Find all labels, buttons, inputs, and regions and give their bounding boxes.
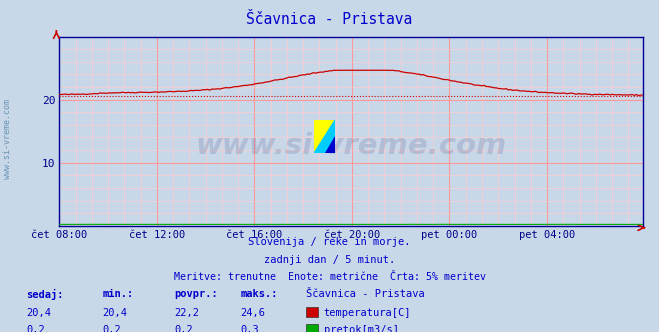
Text: min.:: min.: [102, 289, 133, 299]
Text: 20,4: 20,4 [102, 308, 127, 318]
Text: www.si-vreme.com: www.si-vreme.com [3, 100, 13, 179]
Text: sedaj:: sedaj: [26, 289, 64, 300]
Text: povpr.:: povpr.: [175, 289, 218, 299]
Text: 22,2: 22,2 [175, 308, 200, 318]
Text: pretok[m3/s]: pretok[m3/s] [324, 325, 399, 332]
Text: 20,4: 20,4 [26, 308, 51, 318]
Text: maks.:: maks.: [241, 289, 278, 299]
Text: 0,3: 0,3 [241, 325, 259, 332]
Polygon shape [314, 120, 335, 153]
Text: Ščavnica - Pristava: Ščavnica - Pristava [306, 289, 425, 299]
Polygon shape [314, 120, 335, 153]
Text: Meritve: trenutne  Enote: metrične  Črta: 5% meritev: Meritve: trenutne Enote: metrične Črta: … [173, 272, 486, 282]
Text: 24,6: 24,6 [241, 308, 266, 318]
Text: 0,2: 0,2 [102, 325, 121, 332]
Text: www.si-vreme.com: www.si-vreme.com [195, 132, 507, 160]
Text: 0,2: 0,2 [175, 325, 193, 332]
Text: zadnji dan / 5 minut.: zadnji dan / 5 minut. [264, 255, 395, 265]
Text: Slovenija / reke in morje.: Slovenija / reke in morje. [248, 237, 411, 247]
Text: 0,2: 0,2 [26, 325, 45, 332]
Text: temperatura[C]: temperatura[C] [324, 308, 411, 318]
Text: Ščavnica - Pristava: Ščavnica - Pristava [246, 12, 413, 27]
Polygon shape [325, 136, 335, 153]
